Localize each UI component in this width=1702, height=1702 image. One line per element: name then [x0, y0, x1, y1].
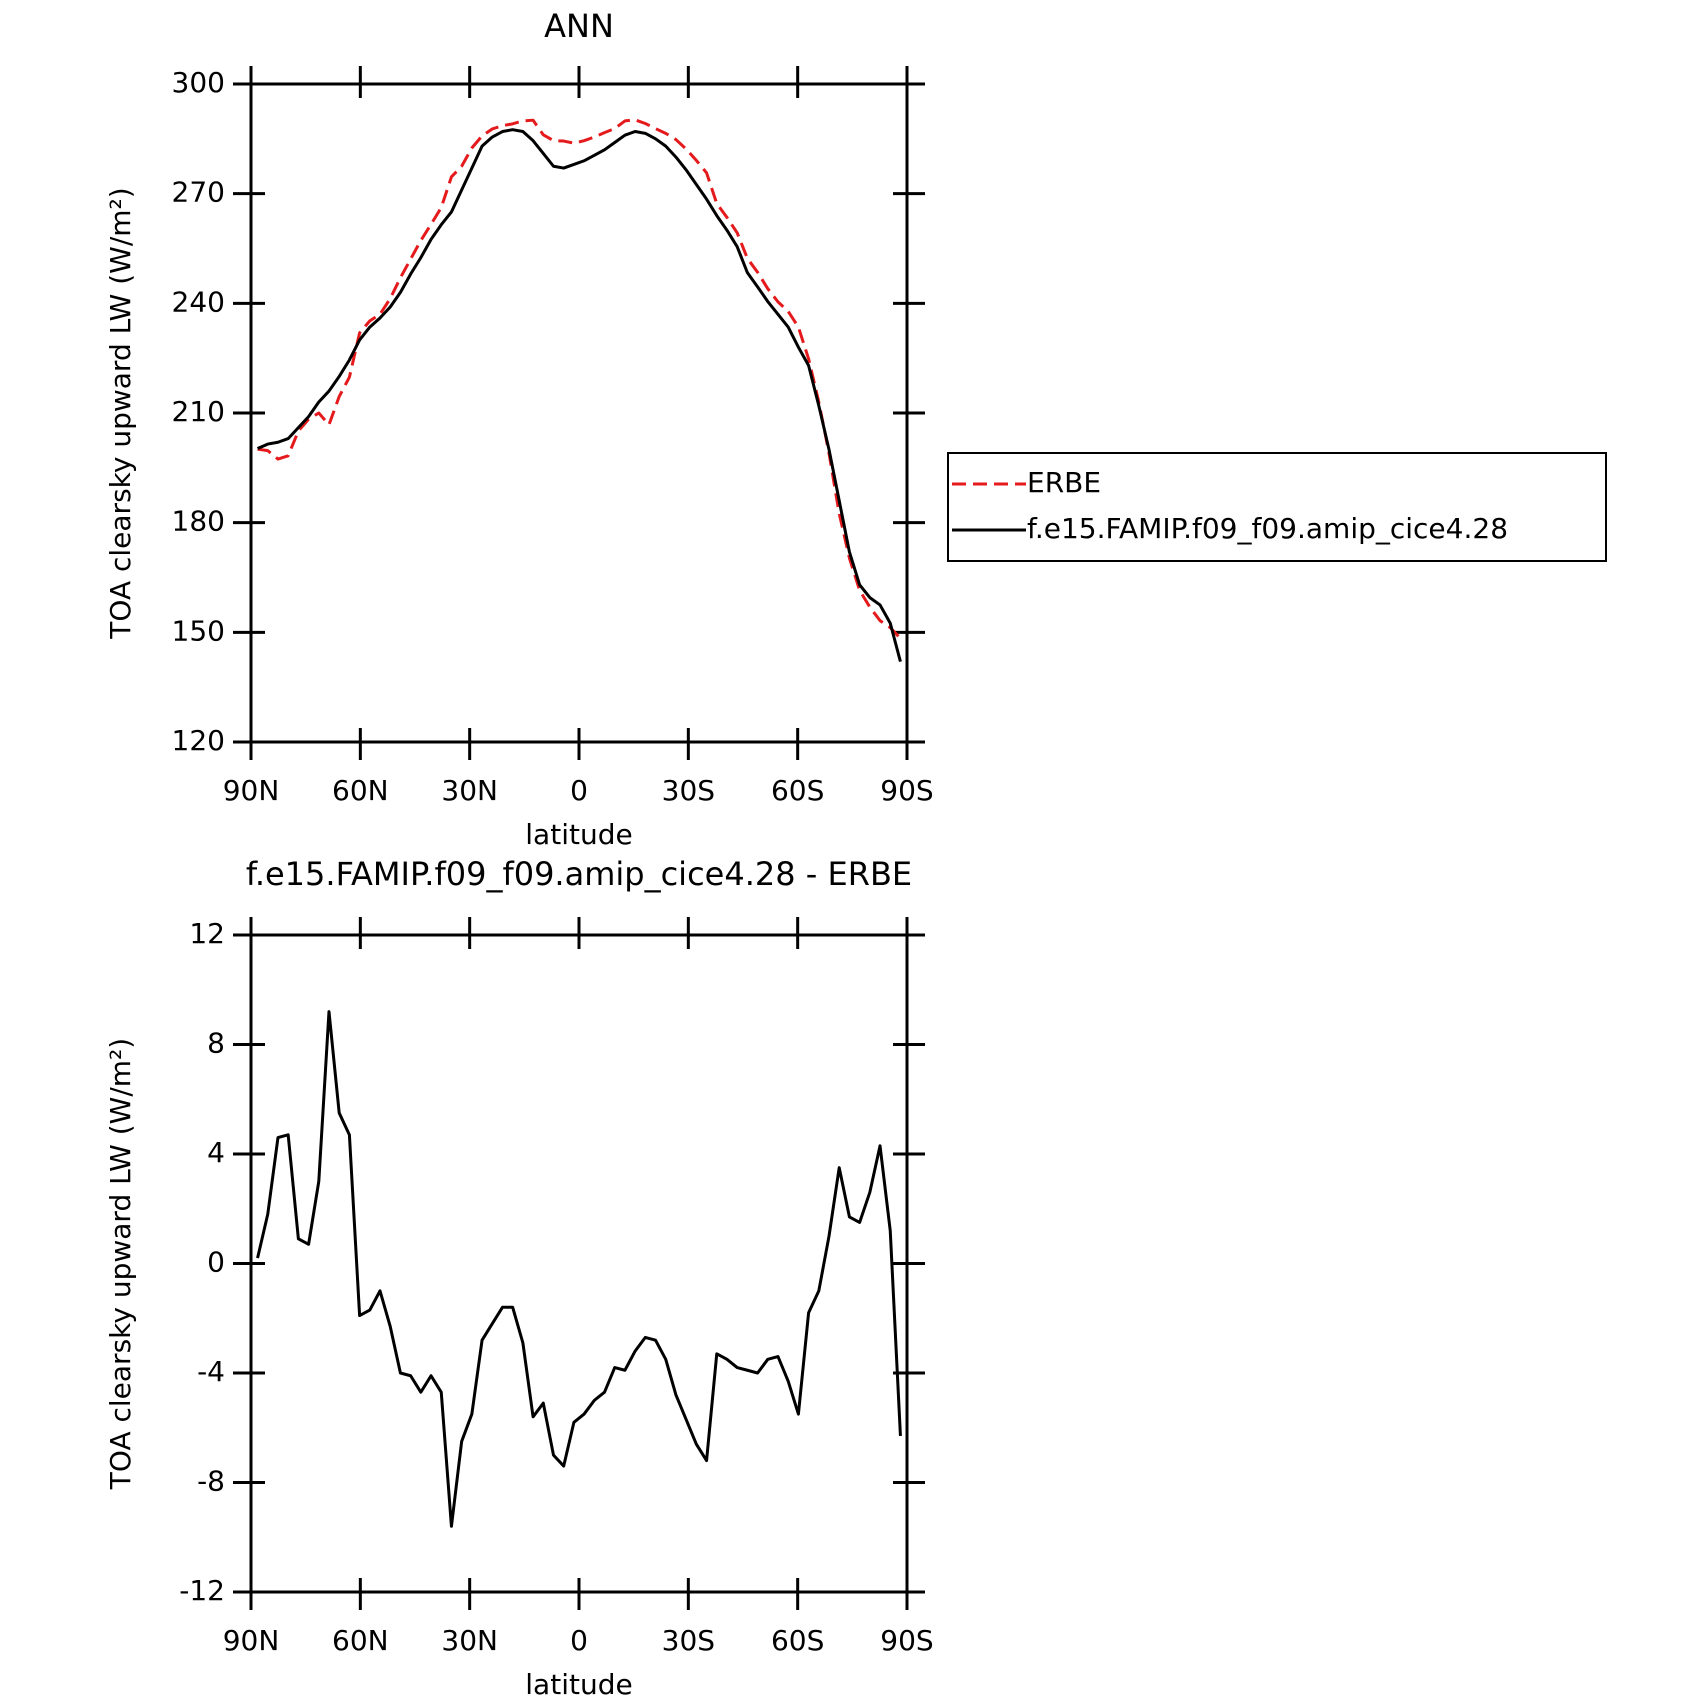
- data-line: [256, 1010, 902, 1528]
- x-tick-label: 0: [570, 1624, 588, 1657]
- y-tick-label: 120: [172, 724, 225, 757]
- chart-title: ANN: [544, 7, 614, 45]
- x-tick-label: 30S: [662, 774, 715, 807]
- chart-title: f.e15.FAMIP.f09_f09.amip_cice4.28 - ERBE: [246, 855, 912, 893]
- y-tick-label: 300: [172, 66, 225, 99]
- x-tick-label: 90S: [880, 774, 933, 807]
- x-tick-label: 60N: [332, 774, 389, 807]
- y-tick-label: 8: [207, 1027, 225, 1060]
- y-axis-label: TOA clearsky upward LW (W/m²): [104, 1038, 137, 1490]
- y-tick-label: 180: [172, 505, 225, 538]
- y-tick-label: 210: [172, 395, 225, 428]
- plot-frame: [249, 933, 909, 1594]
- y-axis-label: TOA clearsky upward LW (W/m²): [104, 187, 137, 639]
- data-line: [257, 118, 902, 640]
- x-tick-label: 60S: [771, 774, 824, 807]
- x-tick-label: 30N: [441, 1624, 498, 1657]
- y-tick-label: 240: [172, 285, 225, 318]
- legend-label: f.e15.FAMIP.f09_f09.amip_cice4.28: [1027, 512, 1508, 545]
- x-tick-label: 30N: [441, 774, 498, 807]
- y-tick-label: 270: [172, 176, 225, 209]
- x-axis-label: latitude: [525, 1668, 632, 1701]
- data-line: [256, 128, 902, 662]
- plot-frame: [249, 82, 909, 744]
- x-tick-label: 60N: [332, 1624, 389, 1657]
- y-tick-label: -4: [197, 1355, 225, 1388]
- legend-label: ERBE: [1027, 466, 1101, 499]
- x-tick-label: 90S: [880, 1624, 933, 1657]
- x-axis-label: latitude: [525, 818, 632, 851]
- x-tick-label: 60S: [771, 1624, 824, 1657]
- legend-box: [947, 452, 1607, 562]
- x-tick-label: 30S: [662, 1624, 715, 1657]
- x-tick-label: 90N: [223, 1624, 280, 1657]
- y-tick-label: 0: [207, 1246, 225, 1279]
- y-tick-label: -8: [197, 1465, 225, 1498]
- x-tick-label: 90N: [223, 774, 280, 807]
- y-tick-label: -12: [179, 1574, 225, 1607]
- x-tick-label: 0: [570, 774, 588, 807]
- y-tick-label: 4: [207, 1136, 225, 1169]
- y-tick-label: 150: [172, 614, 225, 647]
- y-tick-label: 12: [189, 917, 225, 950]
